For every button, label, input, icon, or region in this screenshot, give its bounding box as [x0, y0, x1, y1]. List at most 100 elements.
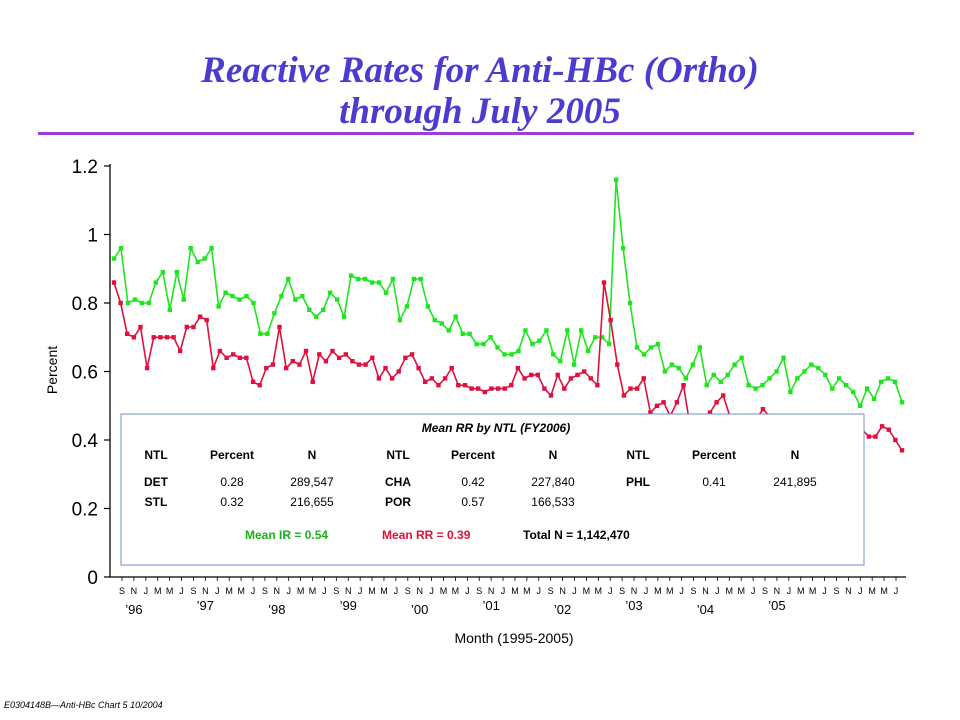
x-tick-label: M: [654, 586, 662, 596]
x-tick-label: N: [559, 586, 566, 596]
table-cell: 0.42: [461, 475, 485, 489]
x-tick-label: M: [809, 586, 817, 596]
x-tick-label: J: [858, 586, 863, 596]
data-point: [151, 335, 156, 340]
data-point: [390, 276, 396, 282]
data-point: [323, 359, 329, 364]
data-point: [449, 365, 454, 371]
x-tick-label: J: [286, 586, 291, 596]
data-point: [628, 386, 633, 391]
data-point: [530, 341, 535, 347]
data-point: [453, 314, 458, 319]
table-header: N: [308, 448, 317, 462]
x-tick-label: N: [202, 586, 209, 596]
x-tick-label: N: [131, 586, 138, 596]
data-point: [654, 403, 660, 408]
data-point: [138, 324, 143, 330]
data-point: [681, 383, 686, 388]
x-tick-label: J: [394, 586, 399, 596]
y-tick-label: 0.8: [72, 294, 98, 315]
data-point: [634, 345, 640, 350]
x-tick-label: J: [822, 586, 827, 596]
data-point: [403, 355, 408, 360]
x-tick-label: S: [119, 586, 125, 596]
data-point: [595, 383, 600, 388]
data-point: [816, 365, 821, 371]
data-point: [350, 359, 355, 364]
table-cell: 289,547: [290, 475, 334, 489]
data-point: [551, 352, 556, 357]
table-cell: 0.41: [702, 475, 726, 489]
data-point: [160, 270, 165, 275]
x-tick-label: S: [691, 586, 697, 596]
data-point: [197, 314, 203, 319]
x-tick-label: M: [154, 586, 162, 596]
data-point: [146, 300, 152, 306]
table-header: Percent: [210, 448, 254, 462]
data-point: [272, 311, 277, 316]
data-point: [251, 300, 256, 306]
y-tick-label: 1: [87, 226, 98, 247]
stats-box-frame: [120, 413, 865, 566]
data-point: [370, 355, 375, 360]
data-point: [627, 300, 633, 306]
data-point: [293, 297, 298, 302]
x-tick-label: J: [608, 586, 613, 596]
x-tick-label: J: [322, 586, 327, 596]
data-point: [582, 369, 587, 374]
data-point: [429, 376, 434, 381]
data-point: [409, 352, 415, 357]
data-point: [446, 328, 451, 333]
data-point: [277, 324, 282, 330]
data-point: [788, 389, 793, 395]
x-tick-label: J: [429, 586, 434, 596]
data-point: [641, 352, 647, 357]
data-point: [641, 376, 646, 381]
data-point: [542, 386, 547, 391]
table-cell: CHA: [385, 475, 411, 489]
data-point: [432, 317, 437, 323]
data-point: [286, 276, 291, 282]
data-point: [111, 256, 117, 261]
data-point: [739, 355, 744, 360]
x-tick-label: J: [715, 586, 720, 596]
chart-title-line-1: Reactive Rates for Anti-HBc (Ortho): [201, 50, 759, 91]
data-point: [535, 372, 540, 378]
data-point: [195, 259, 200, 265]
data-point: [111, 280, 117, 285]
x-tick-label: M: [583, 586, 591, 596]
y-tick-label: 1.2: [72, 157, 98, 178]
mean-rr: Mean RR = 0.39: [382, 528, 471, 542]
data-point: [264, 365, 269, 371]
x-tick-label: J: [679, 586, 684, 596]
data-point: [851, 389, 856, 395]
stats-box-title: Mean RR by NTL (FY2006): [422, 421, 570, 435]
y-tick-label: 0.6: [72, 363, 98, 384]
data-point: [223, 290, 228, 295]
data-point: [620, 246, 626, 251]
data-point: [615, 362, 620, 367]
data-point: [481, 341, 486, 347]
x-tick-label: M: [595, 586, 603, 596]
x-tick-label: M: [737, 586, 745, 596]
data-point: [303, 348, 309, 354]
data-point: [341, 314, 347, 319]
data-point: [489, 386, 494, 391]
data-point: [250, 379, 256, 384]
data-point: [317, 352, 322, 357]
x-tick-label: N: [631, 586, 638, 596]
x-tick-label: J: [215, 586, 220, 596]
data-point: [661, 400, 666, 405]
x-tick-label: N: [416, 586, 423, 596]
data-point: [144, 365, 150, 371]
data-point: [509, 352, 514, 357]
data-point: [330, 348, 335, 354]
data-point: [565, 328, 570, 333]
year-label: ’02: [554, 602, 571, 617]
data-point: [244, 355, 249, 360]
data-point: [621, 393, 627, 398]
data-point: [746, 383, 751, 388]
data-point: [608, 317, 613, 323]
